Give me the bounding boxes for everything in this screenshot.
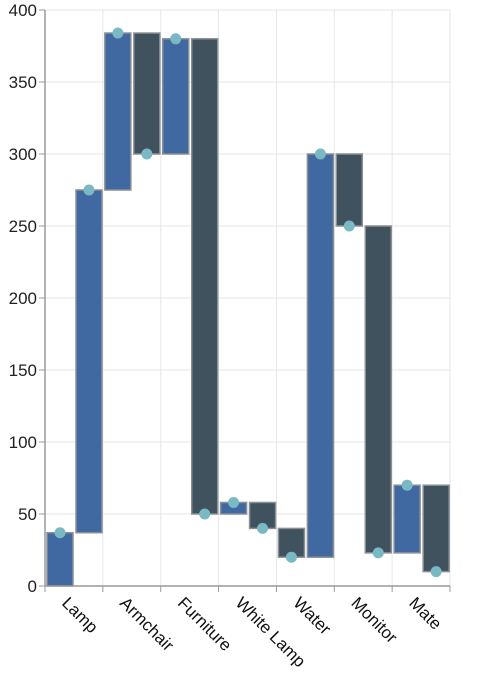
y-tick-label: 250 — [9, 217, 37, 236]
data-point — [170, 33, 182, 45]
data-markers — [54, 27, 442, 578]
bar — [393, 484, 421, 554]
x-tick-label: Armchair — [116, 593, 178, 655]
x-tick-label: Furniture — [174, 593, 236, 655]
y-tick-label: 100 — [9, 433, 37, 452]
bar — [190, 38, 219, 515]
x-tick-label: Mate — [405, 593, 445, 633]
data-point — [285, 551, 297, 563]
data-point — [83, 184, 95, 196]
y-tick-label: 300 — [9, 145, 37, 164]
bars — [46, 32, 450, 587]
bar — [161, 38, 190, 155]
bar — [422, 484, 450, 573]
bar — [46, 531, 74, 587]
y-tick-label: 400 — [9, 1, 37, 20]
y-tick-label: 150 — [9, 361, 37, 380]
data-point — [54, 527, 66, 539]
x-tick-label: Water — [290, 593, 335, 638]
data-point — [430, 566, 442, 578]
bar — [364, 225, 393, 554]
data-point — [141, 148, 153, 160]
data-point — [372, 547, 384, 559]
y-tick-label: 0 — [28, 577, 37, 596]
bar — [133, 32, 161, 155]
y-tick-label: 50 — [18, 505, 37, 524]
bar — [335, 153, 364, 227]
data-point — [112, 27, 124, 39]
data-point — [257, 522, 269, 534]
data-point — [228, 496, 240, 508]
x-tick-label: Lamp — [58, 593, 102, 637]
data-point — [314, 148, 326, 160]
x-tick-label: Monitor — [347, 593, 401, 647]
bar — [248, 501, 277, 530]
data-point — [343, 220, 355, 232]
data-point — [199, 508, 211, 520]
bar — [75, 189, 103, 534]
data-point — [401, 479, 413, 491]
y-tick-label: 200 — [9, 289, 37, 308]
bar — [306, 153, 335, 558]
bar — [104, 32, 132, 191]
y-tick-label: 350 — [9, 73, 37, 92]
